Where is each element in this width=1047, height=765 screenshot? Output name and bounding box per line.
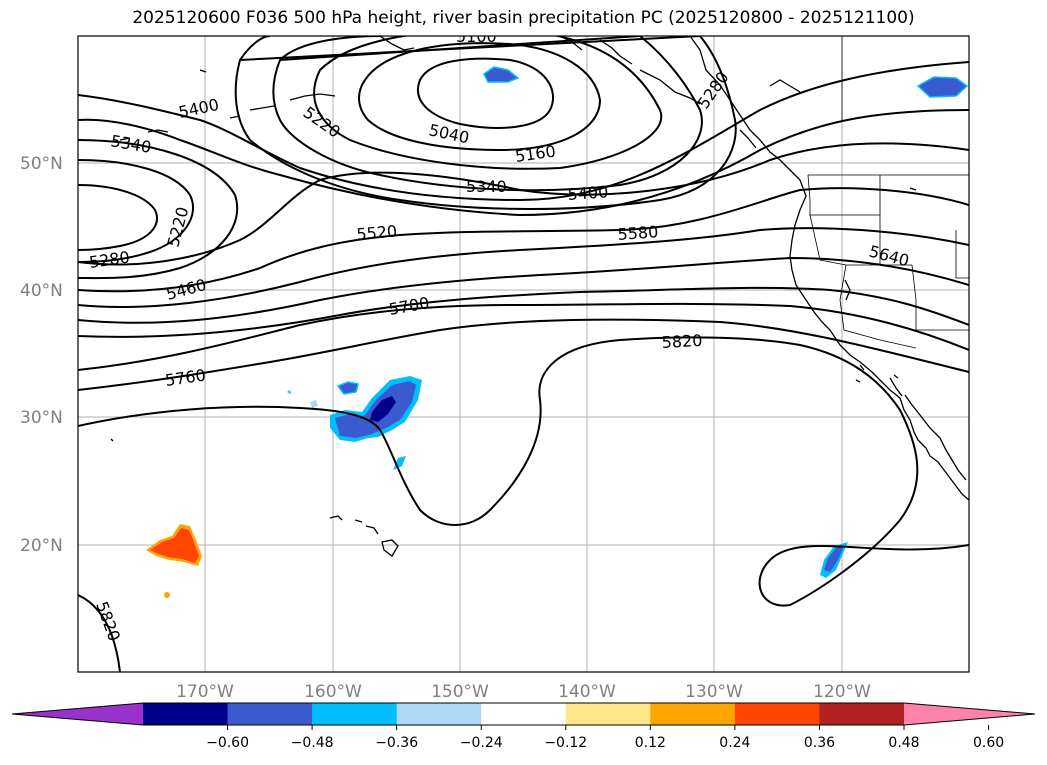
contour-west-low: [78, 159, 195, 263]
lat-label-20n: 20°N: [20, 536, 63, 556]
colorbar-segment: [565, 703, 651, 725]
borders: [807, 36, 969, 349]
lat-label-30n: 30°N: [20, 408, 63, 428]
colorbar-tick-label: 0.24: [719, 735, 750, 751]
colorbar-outline: [11, 702, 1036, 726]
colorbar-segment: [143, 703, 229, 725]
colorbar-arrow-high: [904, 703, 1035, 725]
colorbar-tick-label: 0.36: [804, 735, 835, 751]
map-area: [78, 36, 969, 672]
precip-blob-gulf-alaska: [483, 66, 520, 83]
map-frame: [77, 35, 970, 673]
colorbar-tick-label: −0.36: [375, 735, 418, 751]
svg-text:5400: 5400: [567, 182, 609, 204]
longitude-labels: 170°W 160°W 150°W 140°W 130°W 120°W: [176, 682, 871, 702]
lat-label-40n: 40°N: [20, 281, 63, 301]
colorbar: −0.60 −0.48 −0.36 −0.24 −0.12 0.12 0.24 0.36 0.4…: [11, 702, 1036, 751]
colorbar-tick-label: −0.60: [206, 735, 249, 751]
precip-blob-small: [336, 381, 359, 395]
colorbar-arrow-low: [12, 703, 143, 725]
precip-blob-north-east: [916, 76, 969, 98]
colorbar-segment: [481, 703, 567, 725]
colorbar-segment: [396, 703, 482, 725]
svg-text:5100: 5100: [456, 27, 497, 46]
colorbar-segment: [312, 703, 398, 725]
lon-label-120w: 120°W: [813, 682, 871, 702]
lon-label-150w: 150°W: [431, 682, 489, 702]
colorbar-tick-label: 0.60: [973, 735, 1004, 751]
colorbar-segment: [734, 703, 820, 725]
lon-label-160w: 160°W: [304, 682, 362, 702]
svg-text:5520: 5520: [356, 222, 398, 244]
lon-label-130w: 130°W: [685, 682, 743, 702]
colorbar-tick-label: 0.48: [888, 735, 919, 751]
latitude-labels: 50°N 40°N 30°N 20°N: [20, 154, 63, 556]
contour-low-center: [417, 57, 555, 129]
svg-text:5580: 5580: [617, 222, 659, 244]
colorbar-tick-label: −0.24: [460, 735, 503, 751]
lat-label-50n: 50°N: [20, 154, 63, 174]
svg-text:5820: 5820: [661, 331, 703, 352]
lon-label-140w: 140°W: [558, 682, 616, 702]
colorbar-segment: [819, 703, 905, 725]
colorbar-segment: [227, 703, 313, 725]
colorbar-tick-label: −0.12: [544, 735, 587, 751]
contour-5820: [78, 336, 969, 607]
height-contours: [78, 36, 969, 672]
colorbar-tick-label: 0.12: [635, 735, 666, 751]
colorbar-segment: [650, 703, 736, 725]
colorbar-tick-label: −0.48: [291, 735, 334, 751]
map-title: 2025120600 F036 500 hPa height, river ba…: [132, 8, 915, 28]
lon-label-170w: 170°W: [176, 682, 234, 702]
precip-shading: [146, 66, 969, 598]
gridlines: [78, 36, 969, 672]
svg-text:5340: 5340: [466, 177, 507, 196]
